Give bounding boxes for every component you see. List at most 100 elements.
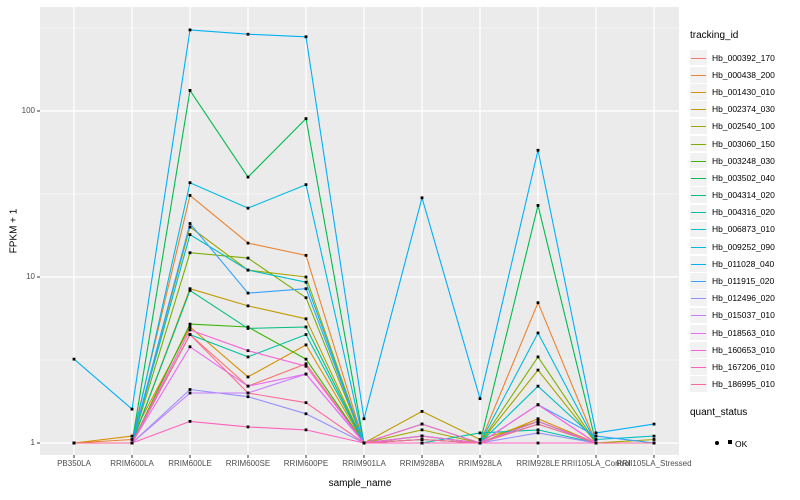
data-point (246, 241, 250, 245)
data-point (72, 441, 76, 445)
data-point (246, 32, 250, 36)
data-point (246, 327, 250, 330)
data-point (304, 412, 308, 416)
data-point (188, 28, 192, 32)
data-point (188, 89, 192, 92)
data-point (304, 280, 308, 284)
data-point (246, 349, 250, 353)
data-point (246, 325, 250, 329)
data-point (536, 355, 540, 359)
y-tick-label: 100 (21, 106, 35, 115)
data-point (536, 384, 540, 388)
data-point (246, 375, 250, 379)
data-point (420, 428, 424, 432)
legend-entry-Hb_012496_020: Hb_012496_020 (690, 290, 798, 307)
data-point (130, 407, 134, 411)
data-point (304, 117, 308, 120)
data-point (478, 431, 482, 435)
legend-entry-label: Hb_003502_040 (712, 172, 775, 183)
legend-key-line-icon (690, 204, 707, 221)
data-point (304, 428, 308, 432)
data-point (304, 362, 308, 366)
legend-entry-label: Hb_006873_010 (712, 224, 775, 235)
legend-key-line-icon (690, 49, 707, 66)
data-point (188, 419, 192, 423)
legend: tracking_id Hb_000392_170 Hb_000438_200 Hb… (690, 30, 798, 468)
legend-key-line-icon (690, 187, 707, 203)
data-point (246, 391, 250, 395)
y-tick-label: 1 (30, 438, 35, 447)
x-tick-label: RRIM600LE (168, 459, 212, 468)
legend-entry-Hb_003502_040: Hb_003502_040 (690, 169, 798, 186)
legend-title-tracking-id: tracking_id (690, 30, 739, 41)
legend-key-line-icon (690, 152, 707, 169)
legend-entry-label: Hb_011915_020 (712, 276, 775, 287)
data-point (304, 183, 308, 187)
data-point (130, 438, 134, 441)
legend-entry-Hb_018563_010: Hb_018563_010 (690, 324, 798, 341)
data-point (362, 417, 366, 421)
legend-key-line-icon (690, 101, 707, 117)
legend-title-quant-status: quant_status (690, 406, 748, 418)
data-point (304, 343, 308, 347)
data-point (420, 422, 424, 426)
legend-entry-Hb_006873_010: Hb_006873_010 (690, 221, 798, 238)
x-tick-label: RRIM928LE (516, 459, 560, 468)
data-point (420, 441, 424, 445)
data-point (536, 368, 540, 372)
legend-entry-Hb_000392_170: Hb_000392_170 (690, 49, 798, 66)
data-point (536, 428, 540, 432)
legend-key-line-icon (690, 359, 707, 375)
x-tick-label: RRIM928BA (399, 459, 445, 468)
y-axis-title: FPKM + 1 (8, 208, 20, 254)
data-point (188, 328, 192, 332)
legend-entry-Hb_004316_020: Hb_004316_020 (690, 204, 798, 221)
legend-entry-Hb_009252_090: Hb_009252_090 (690, 238, 798, 255)
legend-key-line-icon (690, 221, 707, 238)
legend-entry-Hb_011915_020: Hb_011915_020 (690, 272, 798, 289)
data-point (188, 222, 192, 225)
data-point (188, 181, 192, 185)
data-point (652, 422, 656, 426)
data-point (536, 422, 540, 426)
data-point (304, 333, 308, 336)
data-point (246, 256, 250, 260)
data-point (420, 410, 424, 413)
data-point (536, 441, 540, 445)
data-point (304, 317, 308, 321)
data-point (304, 287, 308, 291)
legend-entry-label: Hb_003060_150 (712, 138, 775, 149)
legend-entry-label: Hb_004314_020 (712, 190, 775, 201)
y-tick-label: 10 (26, 272, 35, 281)
legend-entry-Hb_002540_100: Hb_002540_100 (690, 118, 798, 135)
x-tick-label: RRIM901LA (342, 459, 386, 468)
legend-entry-label: Hb_012496_020 (712, 293, 775, 304)
legend-entry-label: OK (735, 438, 748, 449)
data-point (130, 434, 134, 438)
data-point (246, 268, 250, 272)
data-point (246, 304, 250, 308)
data-point (304, 35, 308, 39)
data-point (594, 434, 598, 438)
data-point (304, 357, 308, 361)
data-point (594, 441, 598, 445)
data-point (594, 431, 598, 435)
data-point (536, 431, 540, 435)
x-tick-label: RRIM600PE (283, 459, 329, 468)
legend-entry-Hb_186995_010: Hb_186995_010 (690, 376, 798, 393)
data-point (246, 425, 250, 429)
data-point (188, 194, 192, 197)
x-tick-label: RRIM600LA (110, 459, 154, 468)
legend-entry-label: Hb_002374_030 (712, 104, 775, 115)
legend-entry-label: Hb_009252_090 (712, 241, 775, 252)
data-point (72, 357, 76, 361)
quant-status-legend: quant_status OK (690, 407, 798, 452)
legend-entry-Hb_000438_200: Hb_000438_200 (690, 66, 798, 83)
legend-entry-label: Hb_000438_200 (712, 69, 775, 80)
legend-key-line-icon (690, 342, 707, 358)
x-tick-label: RRIM928LA (458, 459, 502, 468)
data-point (246, 384, 250, 388)
data-point (188, 289, 192, 292)
legend-entry-label: Hb_003248_030 (712, 155, 775, 166)
data-point (420, 196, 424, 200)
